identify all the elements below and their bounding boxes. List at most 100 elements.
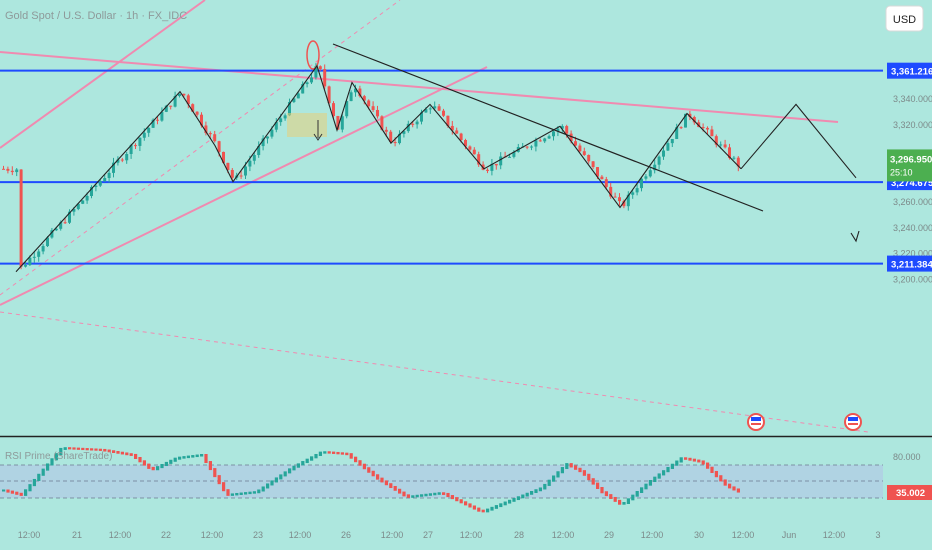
time-tick-label: 12:00 — [381, 530, 404, 540]
time-axis: 12:00 21 12:00 22 12:00 23 12:00 26 12:00 27 12:00… — [18, 530, 881, 540]
candle — [688, 110, 692, 121]
time-tick-label: 23 — [253, 530, 263, 540]
rsi-bar — [706, 462, 710, 469]
rsi-bar — [675, 460, 679, 466]
highlight-box — [287, 113, 327, 137]
time-tick-label: Jun — [782, 530, 797, 540]
rsi-bar — [587, 473, 591, 481]
rsi-bar — [94, 448, 98, 451]
candle — [204, 121, 208, 136]
trend-drawings — [15, 43, 860, 273]
rsi-bar — [371, 470, 375, 477]
candle — [37, 249, 41, 262]
rsi-bar — [398, 488, 402, 494]
rsi-bar — [494, 505, 498, 509]
candle — [213, 130, 217, 143]
level-price-label: 3,274.675 — [891, 178, 932, 189]
rsi-bar — [389, 483, 393, 488]
candle — [653, 159, 657, 174]
candle — [736, 156, 740, 172]
rsi-bar — [635, 491, 639, 497]
rsi-bar — [239, 492, 243, 495]
candle — [116, 156, 120, 166]
rsi-bar — [477, 507, 481, 512]
candle — [81, 200, 85, 205]
rsi-bar — [134, 453, 138, 459]
rsi-bar — [609, 494, 613, 499]
rsi-bar — [653, 476, 657, 482]
candle — [2, 165, 5, 170]
rsi-bar — [116, 451, 120, 454]
rsi-bar — [46, 463, 50, 471]
candle — [169, 105, 173, 110]
rsi-bar — [459, 499, 463, 504]
rsi-value-label: 35.002 — [896, 488, 925, 499]
rsi-bar — [481, 509, 485, 513]
rsi-bar — [393, 485, 397, 491]
candle — [147, 127, 151, 137]
rsi-bar — [6, 489, 10, 493]
rsi-bar — [358, 460, 362, 466]
us-event-flag[interactable] — [747, 413, 765, 431]
rsi-value-tag: 35.002 — [887, 485, 932, 500]
candle — [644, 174, 648, 181]
candle — [640, 176, 643, 192]
time-tick-label: 12:00 — [641, 530, 664, 540]
candle — [32, 251, 36, 263]
rsi-bar — [208, 461, 212, 471]
rsi-bar — [59, 447, 63, 456]
rsi-bar — [2, 489, 6, 492]
rsi-bar — [516, 496, 520, 501]
rsi-bar — [15, 491, 19, 495]
rsi-bar — [266, 483, 270, 489]
rsi-bar — [525, 492, 529, 497]
time-tick-label: 12:00 — [109, 530, 132, 540]
candle — [10, 166, 14, 176]
rsi-bar — [160, 464, 164, 469]
price-tick-label: 3,340.000 — [893, 94, 932, 104]
candle — [477, 151, 481, 167]
rsi-series — [2, 447, 740, 513]
rsi-bar — [354, 456, 358, 463]
us-event-flag[interactable] — [844, 413, 862, 431]
rsi-bar — [50, 458, 54, 466]
candle — [547, 134, 551, 139]
candle — [354, 84, 357, 97]
rsi-bar — [54, 453, 58, 461]
down-arrow-marker — [313, 120, 323, 141]
rsi-bar — [437, 492, 441, 495]
upper-channel-line — [0, 0, 206, 149]
rsi-bar — [81, 447, 85, 451]
candle — [494, 163, 498, 170]
rsi-bar — [578, 467, 582, 473]
rsi-bar — [367, 467, 371, 473]
candle — [600, 175, 604, 180]
rsi-bar — [279, 474, 283, 480]
rsi-bar — [120, 451, 124, 455]
rsi-bar — [257, 489, 261, 494]
rsi-bar — [314, 453, 318, 459]
candle — [538, 138, 542, 142]
candle — [76, 203, 80, 211]
candle — [305, 81, 309, 88]
currency-button[interactable]: USD — [885, 5, 924, 32]
rsi-bar — [670, 463, 674, 469]
time-tick-label: 30 — [694, 530, 704, 540]
candle — [486, 168, 489, 174]
time-tick-label: 29 — [604, 530, 614, 540]
rsi-bar — [547, 479, 551, 486]
candle — [560, 124, 564, 133]
rsi-bar — [85, 448, 89, 451]
candle — [428, 106, 432, 114]
candle — [125, 151, 129, 164]
rsi-bar — [182, 456, 186, 459]
rsi-bar — [552, 475, 556, 482]
rsi-bar — [666, 466, 670, 473]
rsi-bar — [244, 492, 248, 495]
rsi-bar — [657, 473, 661, 479]
rsi-bar — [648, 480, 652, 486]
rsi-bar — [292, 465, 296, 471]
candle — [706, 126, 709, 135]
candle — [6, 166, 10, 174]
rsi-tick-label: 80.000 — [893, 452, 921, 462]
